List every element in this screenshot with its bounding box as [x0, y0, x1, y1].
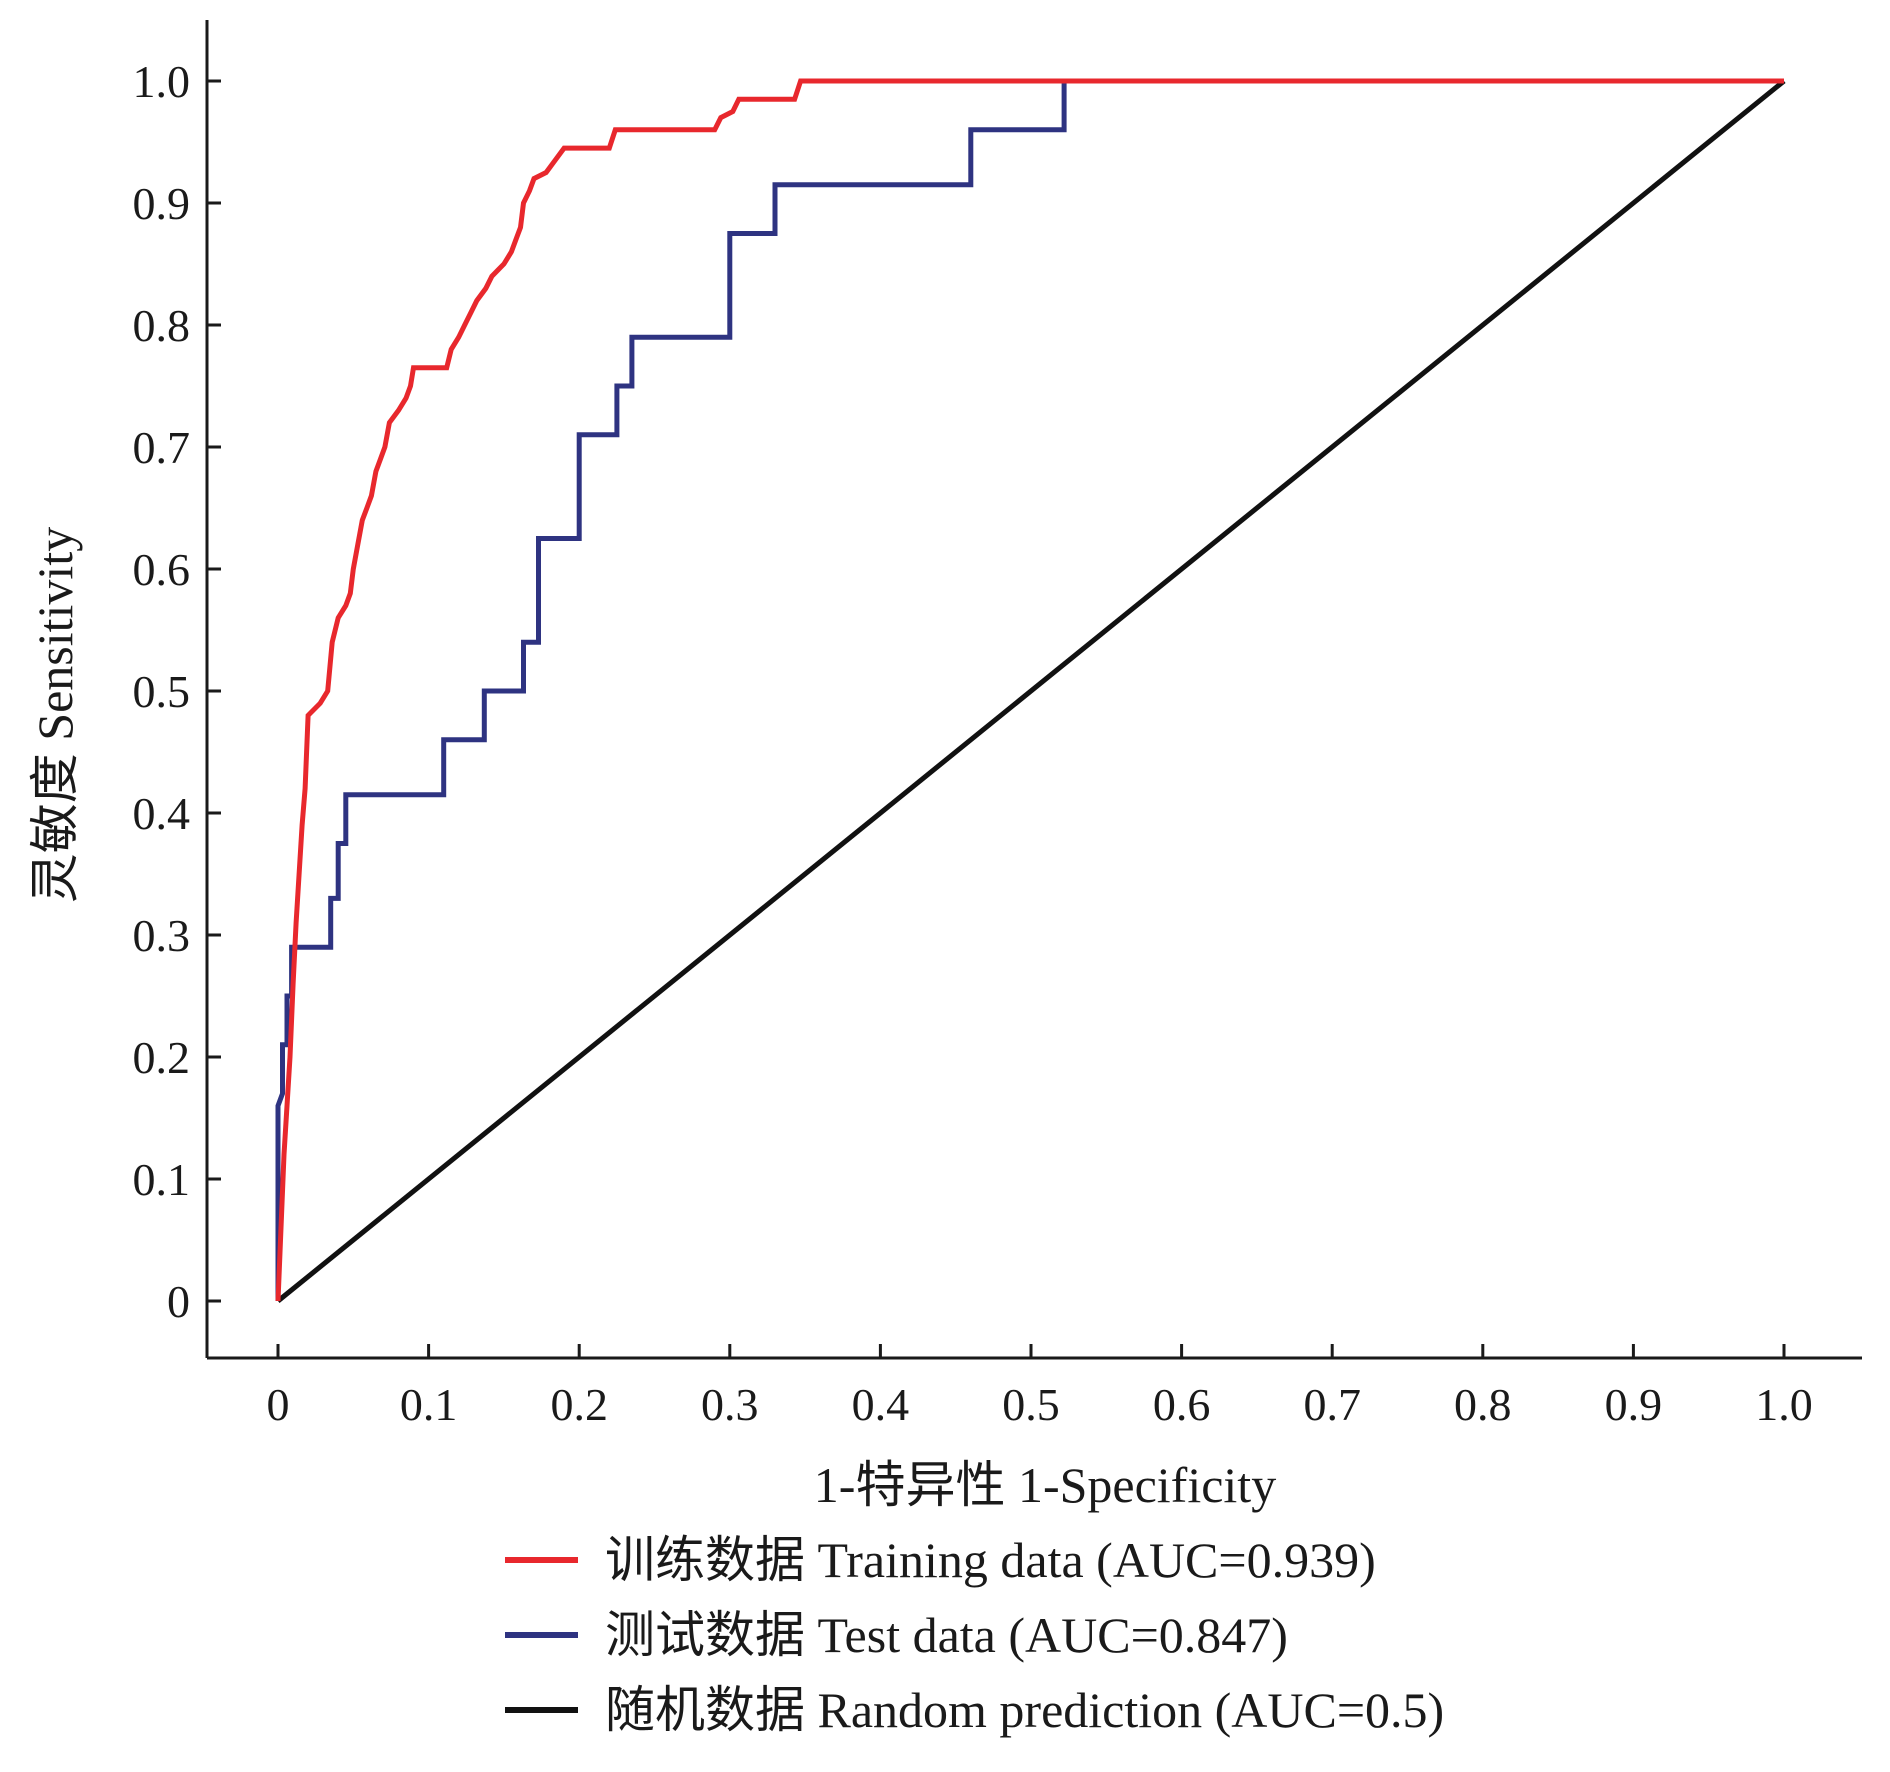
x-tick-label: 0.5	[1002, 1379, 1060, 1430]
y-tick-label: 0	[167, 1276, 190, 1327]
x-tick-label: 0.3	[701, 1379, 759, 1430]
y-axis-label: 灵敏度 Sensitivity	[27, 527, 83, 903]
x-tick-label: 0.8	[1454, 1379, 1512, 1430]
x-tick-label: 0.2	[550, 1379, 608, 1430]
y-tick-label: 0.9	[133, 178, 191, 229]
legend-label: 训练数据 Training data (AUC=0.939)	[605, 1532, 1376, 1588]
x-tick-label: 0.9	[1605, 1379, 1663, 1430]
legend-item: 测试数据 Test data (AUC=0.847)	[505, 1607, 1288, 1663]
y-tick-label: 0.7	[133, 422, 191, 473]
series-line-0	[275, 78, 1784, 1302]
legend-item: 训练数据 Training data (AUC=0.939)	[505, 1532, 1376, 1588]
legend-label: 随机数据 Random prediction (AUC=0.5)	[605, 1682, 1444, 1738]
x-tick-label: 0	[267, 1379, 290, 1430]
y-tick-label: 1.0	[133, 56, 191, 107]
y-tick-label: 0.5	[133, 666, 191, 717]
x-tick-label: 0.1	[400, 1379, 458, 1430]
legend: 训练数据 Training data (AUC=0.939) 测试数据 Test …	[505, 1532, 1444, 1738]
x-tick-label: 0.6	[1153, 1379, 1211, 1430]
x-tick-label: 1.0	[1755, 1379, 1813, 1430]
legend-item: 随机数据 Random prediction (AUC=0.5)	[505, 1682, 1444, 1738]
y-tick-label: 0.8	[133, 300, 191, 351]
axes: 0 0.1 0.2 0.3 0.4 0.5 0.6 0.7 0.8 0.9 1.0 0 0.1 0.2 0.…	[133, 20, 1862, 1430]
y-tick-label: 0.2	[133, 1032, 191, 1083]
series-lines	[275, 78, 1786, 1303]
x-axis-label: 1-特异性 1-Specificity	[814, 1457, 1276, 1513]
series-line-2	[276, 79, 1786, 1303]
y-tick-label: 0.3	[133, 910, 191, 961]
y-tick-label: 0.4	[133, 788, 191, 839]
y-tick-label: 0.6	[133, 544, 191, 595]
x-tick-label: 0.7	[1303, 1379, 1361, 1430]
legend-label: 测试数据 Test data (AUC=0.847)	[605, 1607, 1288, 1663]
x-tick-label: 0.4	[852, 1379, 910, 1430]
y-tick-label: 0.1	[133, 1154, 191, 1205]
